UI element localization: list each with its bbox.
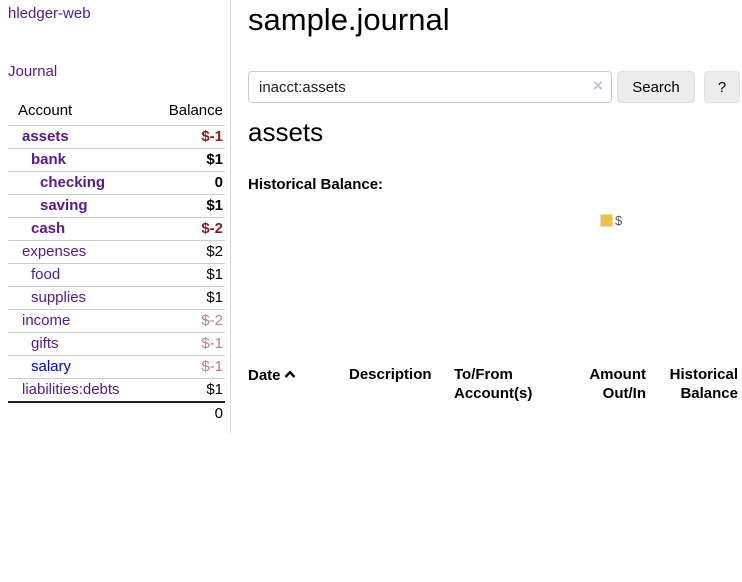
sidebar-account-link[interactable]: salary xyxy=(31,358,72,375)
sidebar-account-link[interactable]: liabilities:debts xyxy=(22,381,120,398)
account-balance: $1 xyxy=(152,286,225,310)
account-balance: $1 xyxy=(152,378,225,402)
account-balance: $1 xyxy=(152,194,225,218)
account-balance: $-1 xyxy=(152,355,225,379)
page-title: sample.journal xyxy=(248,2,450,37)
account-balance: $-1 xyxy=(152,332,225,356)
search-input[interactable] xyxy=(248,71,612,103)
sidebar-account-link[interactable]: cash xyxy=(31,220,66,237)
chart-legend: $ xyxy=(600,213,622,228)
balance-chart: $ xyxy=(248,200,642,342)
register-header-amount: Amount Out/In xyxy=(589,366,646,402)
account-balance: $-1 xyxy=(152,125,225,149)
register-header-row: Date Description To/From Account(s) Amou… xyxy=(244,363,742,408)
account-balance: $-2 xyxy=(152,217,225,241)
sidebar-account-link[interactable]: checking xyxy=(40,174,106,191)
account-row: gifts $-1 xyxy=(8,332,225,356)
sidebar: hledger-web Journal Account Balance asse… xyxy=(0,0,231,433)
sidebar-account-link[interactable]: food xyxy=(31,266,61,283)
register-header-balance: Historical Balance xyxy=(669,366,738,402)
register-header-accounts: To/From Account(s) xyxy=(454,366,533,402)
search-button[interactable]: Search xyxy=(617,71,695,103)
account-row: supplies $1 xyxy=(8,286,225,310)
search-bar: × Search ? xyxy=(248,71,742,103)
account-row: bank $1 xyxy=(8,148,225,172)
account-balance: $1 xyxy=(152,263,225,287)
legend-swatch-icon xyxy=(600,214,613,227)
accounts-table-header-row: Account Balance xyxy=(8,100,225,126)
sidebar-account-link[interactable]: gifts xyxy=(31,335,59,352)
account-row: cash $-2 xyxy=(8,217,225,241)
app-title-link[interactable]: hledger-web xyxy=(8,5,91,22)
account-balance: $2 xyxy=(152,240,225,264)
account-balance: $1 xyxy=(152,148,225,172)
accounts-table-body: assets $-1 bank $1 checking 0 saving $1 cash $-2 e… xyxy=(8,125,225,402)
account-row: expenses $2 xyxy=(8,240,225,264)
accounts-table: Account Balance assets $-1 bank $1 checking 0… xyxy=(8,100,225,425)
account-row: income $-2 xyxy=(8,309,225,333)
account-row: food $1 xyxy=(8,263,225,287)
help-button[interactable]: ? xyxy=(704,71,740,103)
accounts-header-account: Account xyxy=(18,102,73,119)
sidebar-account-link[interactable]: income xyxy=(22,312,71,329)
account-balance: $-2 xyxy=(152,309,225,333)
balance-chart-plot[interactable] xyxy=(275,206,633,318)
account-balance: 0 xyxy=(152,171,225,195)
account-row: saving $1 xyxy=(8,194,225,218)
sidebar-item-journal[interactable]: Journal xyxy=(8,63,58,80)
sidebar-account-link[interactable]: bank xyxy=(31,151,67,168)
register-header-date[interactable]: Date xyxy=(244,363,345,408)
register-table: Date Description To/From Account(s) Amou… xyxy=(244,363,742,408)
legend-label: $ xyxy=(615,213,623,228)
clear-search-icon[interactable]: × xyxy=(593,76,603,95)
account-row: salary $-1 xyxy=(8,355,225,379)
sort-ascending-icon xyxy=(284,365,296,384)
account-row: liabilities:debts $1 xyxy=(8,378,225,402)
accounts-total-value: 0 xyxy=(152,401,225,425)
sidebar-account-link[interactable]: saving xyxy=(40,197,88,214)
accounts-header-balance: Balance xyxy=(168,102,223,119)
account-row: checking 0 xyxy=(8,171,225,195)
account-row: assets $-1 xyxy=(8,125,225,149)
accounts-total-row: 0 xyxy=(8,401,225,425)
main-content: sample.journal × Search ? assets Histori… xyxy=(248,0,742,582)
sidebar-account-link[interactable]: expenses xyxy=(22,243,87,260)
register-header-description: Description xyxy=(349,366,432,383)
accounts-total-spacer xyxy=(8,401,153,425)
sidebar-account-link[interactable]: supplies xyxy=(31,289,87,306)
chart-title: Historical Balance: xyxy=(248,176,384,193)
account-heading: assets xyxy=(248,117,324,147)
sidebar-account-link[interactable]: assets xyxy=(22,128,69,145)
